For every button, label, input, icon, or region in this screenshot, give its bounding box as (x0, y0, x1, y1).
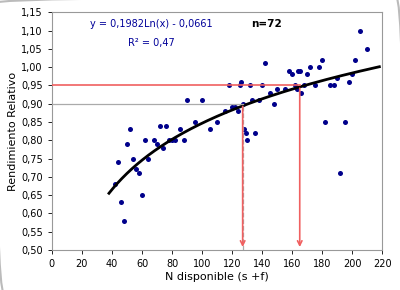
Point (349, 72, 356, 77)
Point (352, 57, 358, 62)
Point (124, 142, 130, 146)
Point (176, 127, 183, 132)
Point (247, 83, 253, 88)
Point (241, 127, 247, 132)
Point (357, 28, 363, 33)
Point (282, 87, 288, 91)
X-axis label: N disponible (s +f): N disponible (s +f) (165, 272, 269, 282)
Point (248, 98, 255, 102)
Point (304, 72, 310, 77)
Point (286, 68, 292, 73)
Point (331, 83, 338, 88)
Y-axis label: Rendimiento Relativo: Rendimiento Relativo (8, 72, 18, 191)
Point (322, 120, 328, 124)
Point (191, 120, 198, 124)
Point (342, 120, 348, 124)
Point (274, 87, 280, 91)
Point (151, 138, 157, 143)
Point (222, 109, 228, 113)
Point (240, 102, 246, 106)
Point (364, 47, 370, 51)
Point (136, 171, 142, 175)
Point (163, 123, 169, 128)
Point (214, 120, 220, 124)
Point (139, 193, 145, 197)
Point (256, 98, 262, 102)
Point (242, 130, 249, 135)
Point (292, 83, 298, 88)
Text: n=72: n=72 (251, 19, 282, 30)
Point (130, 156, 136, 161)
Point (184, 98, 190, 102)
Point (294, 87, 300, 91)
Point (312, 83, 318, 88)
Point (244, 138, 250, 143)
Point (319, 57, 326, 62)
Point (271, 102, 278, 106)
Point (259, 83, 265, 88)
Text: R² = 0,47: R² = 0,47 (128, 39, 174, 48)
Point (316, 65, 322, 70)
Point (252, 130, 258, 135)
Point (337, 171, 344, 175)
Point (238, 79, 244, 84)
Point (298, 90, 304, 95)
Point (326, 83, 333, 88)
Point (289, 72, 296, 77)
Point (346, 79, 352, 84)
Point (262, 61, 268, 66)
Point (121, 218, 127, 223)
Point (236, 83, 243, 88)
Point (199, 98, 205, 102)
Point (266, 90, 273, 95)
Point (145, 156, 151, 161)
Point (160, 145, 166, 150)
Point (169, 138, 175, 143)
Point (307, 65, 314, 70)
Text: y = 0,1982Ln(x) - 0,0661: y = 0,1982Ln(x) - 0,0661 (90, 19, 212, 30)
Point (172, 138, 178, 143)
Point (154, 142, 160, 146)
Point (301, 83, 308, 88)
Point (112, 182, 118, 186)
Point (115, 160, 121, 164)
Point (232, 105, 238, 110)
Point (295, 68, 302, 73)
Point (127, 127, 133, 132)
Point (235, 109, 241, 113)
Point (118, 200, 124, 205)
Point (229, 105, 235, 110)
Point (133, 167, 139, 172)
Point (206, 127, 213, 132)
Point (142, 138, 148, 143)
Point (296, 68, 303, 73)
Point (334, 76, 340, 80)
Point (181, 138, 187, 143)
Point (226, 83, 232, 88)
Point (166, 138, 172, 143)
Point (157, 123, 163, 128)
